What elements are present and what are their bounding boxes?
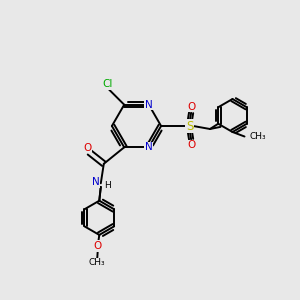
Text: N: N bbox=[145, 142, 153, 152]
Text: O: O bbox=[83, 142, 91, 153]
Text: H: H bbox=[104, 181, 111, 190]
Text: N: N bbox=[145, 100, 153, 110]
Text: N: N bbox=[92, 177, 99, 188]
Text: O: O bbox=[187, 140, 195, 150]
Text: O: O bbox=[187, 102, 195, 112]
Text: CH₃: CH₃ bbox=[250, 132, 266, 141]
Text: S: S bbox=[186, 119, 193, 133]
Text: Cl: Cl bbox=[103, 79, 113, 89]
Text: CH₃: CH₃ bbox=[89, 258, 106, 267]
Text: O: O bbox=[94, 241, 102, 251]
